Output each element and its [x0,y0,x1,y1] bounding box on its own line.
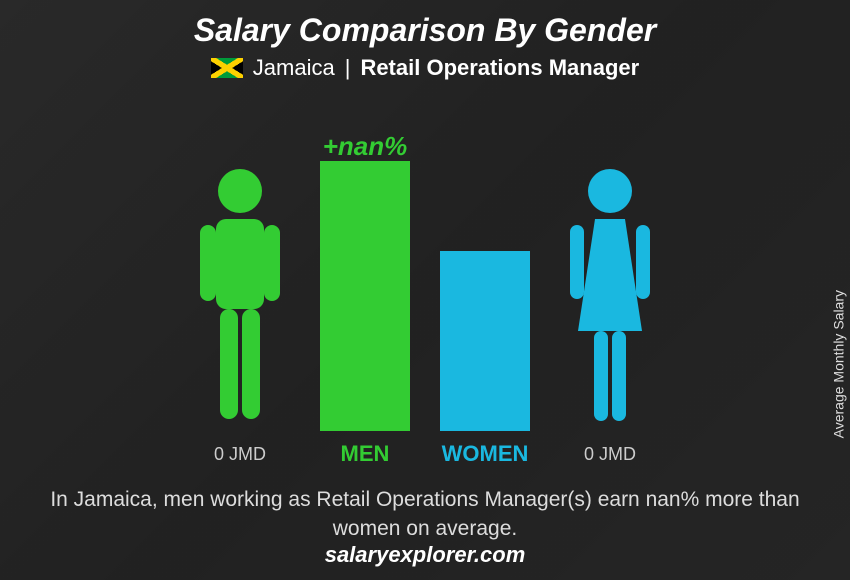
men-label: MEN [320,441,410,467]
chart-area: +nan% [0,101,850,431]
yaxis-label: Average Monthly Salary [830,290,846,438]
female-person-icon [560,161,660,431]
bar-group: +nan% [320,161,530,431]
male-person-icon [190,161,290,431]
labels-row: 0 JMD MEN WOMEN 0 JMD [0,441,850,467]
separator: | [345,55,351,81]
bar-men: +nan% [320,161,410,431]
subtitle: Jamaica | Retail Operations Manager [0,55,850,81]
country-label: Jamaica [253,55,335,81]
role-label: Retail Operations Manager [360,55,639,81]
jamaica-flag-icon [211,58,243,78]
men-value: 0 JMD [190,444,290,465]
description-text: In Jamaica, men working as Retail Operat… [0,485,850,544]
page-title: Salary Comparison By Gender [0,0,850,49]
women-value: 0 JMD [560,444,660,465]
male-icon-col [190,161,290,431]
women-label: WOMEN [440,441,530,467]
female-icon-col [560,161,660,431]
pct-diff-label: +nan% [323,131,408,162]
bar-women [440,251,530,431]
footer-source: salaryexplorer.com [0,542,850,568]
